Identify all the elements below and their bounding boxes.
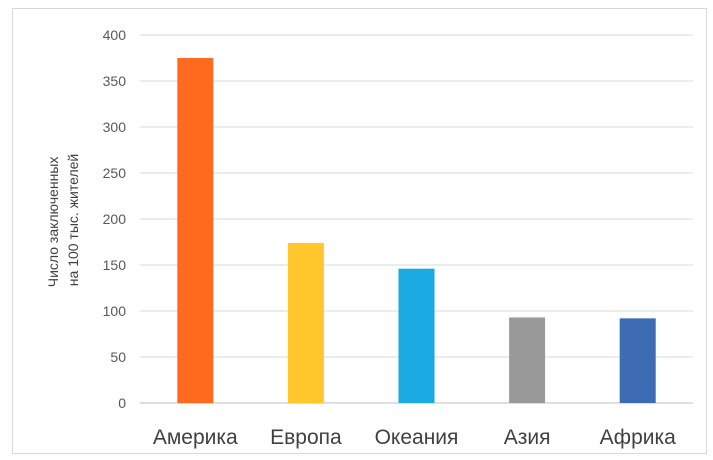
x-tick-labels: Америка Европа Океания Азия Африка	[153, 426, 676, 449]
y-tick-label: 250	[103, 165, 127, 181]
bar-4	[509, 317, 546, 403]
x-tick-label: Африка	[600, 426, 677, 449]
x-tick-label: Европа	[270, 426, 342, 449]
y-tick-label: 350	[103, 73, 127, 89]
y-tick-label: 50	[110, 349, 126, 365]
bar-5	[619, 318, 656, 403]
y-axis-title-line-2: на 100 тыс. жителей	[65, 154, 81, 286]
x-tick-label: Азия	[504, 426, 551, 449]
gridlines	[140, 34, 693, 404]
bar-3	[398, 268, 435, 403]
bars	[177, 58, 656, 403]
y-tick-label: 400	[103, 27, 127, 43]
y-tick-label: 0	[118, 395, 126, 411]
y-tick-labels: 0 50 100 150 200 250 300 350 400	[103, 27, 127, 411]
y-tick-label: 150	[103, 257, 127, 273]
x-tick-label: Океания	[375, 426, 459, 449]
y-tick-label: 100	[103, 303, 127, 319]
y-axis-title-line-1: Число заключенных	[45, 157, 61, 288]
y-tick-label: 300	[103, 119, 127, 135]
bar-1	[177, 58, 214, 403]
y-axis-title: Число заключенных на 100 тыс. жителей	[45, 153, 81, 288]
x-tick-label: Америка	[153, 426, 238, 449]
y-tick-label: 200	[103, 211, 127, 227]
chart-frame	[12, 8, 707, 454]
bar-2	[287, 242, 324, 403]
